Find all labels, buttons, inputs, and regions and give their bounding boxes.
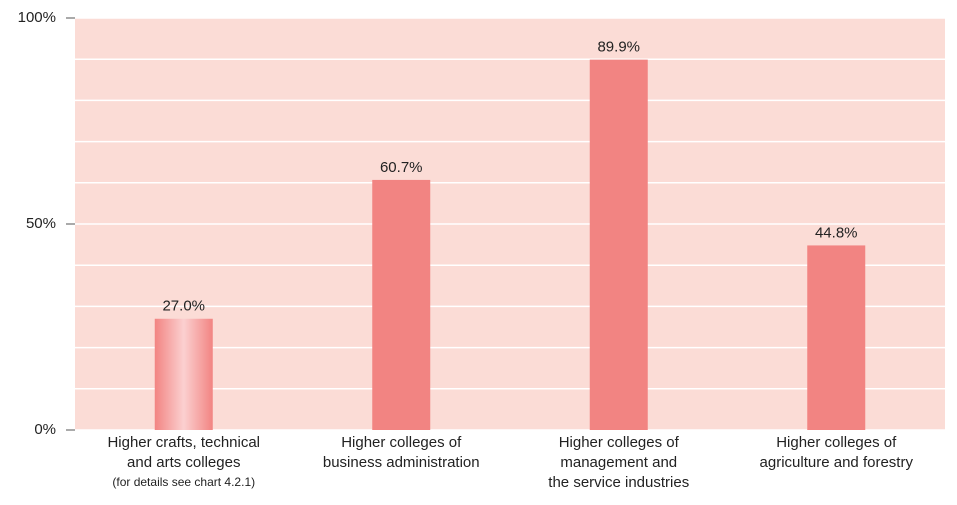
x-tick-label: agriculture and forestry — [760, 454, 914, 471]
bar — [372, 179, 431, 430]
x-tick-label: management and — [560, 454, 677, 471]
x-tick-label: Higher colleges of — [776, 434, 897, 451]
value-label: 60.7% — [380, 159, 423, 176]
value-label: 89.9% — [597, 39, 640, 56]
value-label: 27.0% — [162, 298, 205, 315]
x-tick-label: Higher crafts, technical — [107, 434, 260, 451]
x-tick-label: Higher colleges of — [559, 434, 680, 451]
bar — [807, 245, 866, 430]
x-tick-label: and arts colleges — [127, 454, 240, 471]
y-tick-label: 50% — [26, 215, 56, 232]
category-note: (for details see chart 4.2.1) — [112, 475, 255, 489]
bar — [154, 318, 213, 430]
x-tick-label: Higher colleges of — [341, 434, 462, 451]
x-tick-label: business administration — [323, 454, 480, 471]
y-tick-label: 100% — [18, 9, 56, 26]
value-label: 44.8% — [815, 224, 858, 241]
bar — [589, 59, 648, 430]
y-tick-label: 0% — [34, 421, 56, 438]
x-tick-label: the service industries — [548, 474, 689, 491]
